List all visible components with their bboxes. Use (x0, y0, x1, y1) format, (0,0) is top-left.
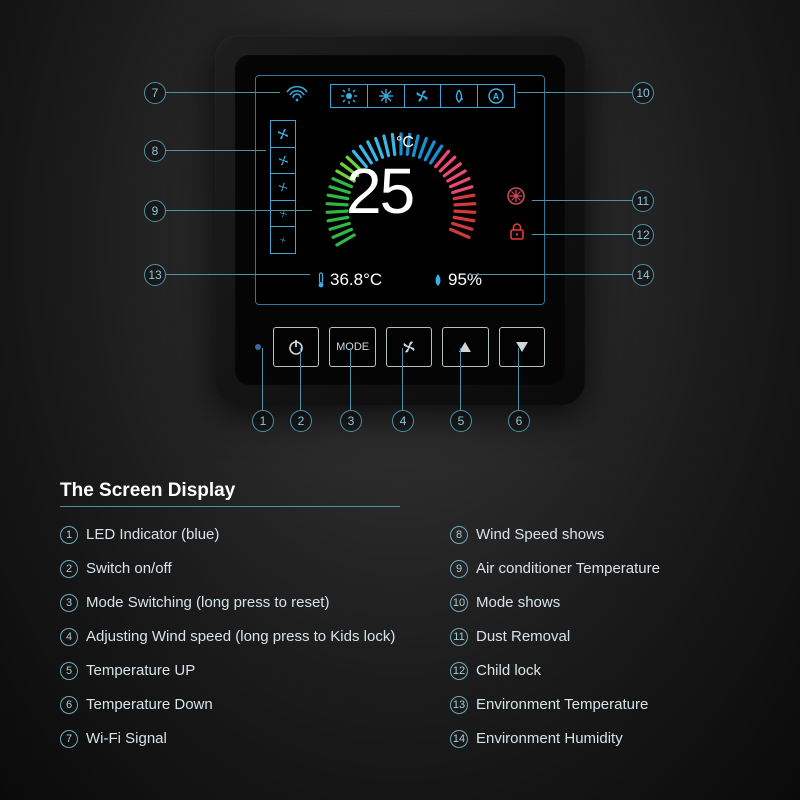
temperature-unit: °C (396, 134, 414, 152)
legend-text-5: Temperature UP (86, 654, 195, 688)
dust-removal-icon (506, 186, 526, 206)
callout-4: 4 (392, 410, 414, 432)
mode-dehumidify-icon (441, 85, 478, 107)
temp-down-button[interactable] (499, 327, 545, 367)
legend-item-4: 4 Adjusting Wind speed (long press to Ki… (60, 620, 395, 654)
legend-num-11: 11 (450, 628, 468, 646)
mode-button[interactable]: MODE (329, 327, 375, 367)
legend-item-11: 11 Dust Removal (450, 620, 660, 654)
env-hum-value: 95% (448, 270, 482, 290)
callout-8: 8 (144, 140, 166, 162)
callout-12: 12 (632, 224, 654, 246)
legend-num-8: 8 (450, 526, 468, 544)
legend-item-3: 3 Mode Switching (long press to reset) (60, 586, 395, 620)
legend-item-12: 12 Child lock (450, 654, 660, 688)
callout-7: 7 (144, 82, 166, 104)
legend-item-5: 5 Temperature UP (60, 654, 395, 688)
legend-num-13: 13 (450, 696, 468, 714)
legend-item-6: 6 Temperature Down (60, 688, 395, 722)
mode-snowflake-icon (368, 85, 405, 107)
main-temperature: 25 (346, 154, 413, 228)
wifi-icon (284, 82, 310, 102)
power-button[interactable] (273, 327, 319, 367)
legend-text-6: Temperature Down (86, 688, 213, 722)
legend-left-column: 1 LED Indicator (blue) 2 Switch on/off 3… (60, 518, 395, 756)
mode-sunny-icon (331, 85, 368, 107)
temp-up-button[interactable] (442, 327, 488, 367)
legend-item-9: 9 Air conditioner Temperature (450, 552, 660, 586)
callout-10: 10 (632, 82, 654, 104)
legend-text-8: Wind Speed shows (476, 518, 604, 552)
legend-num-12: 12 (450, 662, 468, 680)
wind-speed-2-icon (271, 201, 295, 228)
legend-text-10: Mode shows (476, 586, 560, 620)
callout-11: 11 (632, 190, 654, 212)
arrow-down-icon (514, 340, 530, 354)
wind-speed-3-icon (271, 174, 295, 201)
wind-speed-5-icon (271, 121, 295, 148)
callout-1: 1 (252, 410, 274, 432)
callout-2: 2 (290, 410, 312, 432)
legend-num-10: 10 (450, 594, 468, 612)
button-row: MODE (255, 325, 545, 369)
legend-item-10: 10 Mode shows (450, 586, 660, 620)
mode-button-label: MODE (336, 341, 369, 353)
legend-text-2: Switch on/off (86, 552, 172, 586)
callout-3: 3 (340, 410, 362, 432)
env-temp-value: 36.8°C (330, 270, 382, 290)
legend-num-6: 6 (60, 696, 78, 714)
legend-item-2: 2 Switch on/off (60, 552, 395, 586)
legend-underline (60, 506, 400, 507)
device-screen: A °C 25 36.8°C (255, 75, 545, 305)
environment-humidity: 95% (432, 270, 482, 290)
legend-right-column: 8 Wind Speed shows 9 Air conditioner Tem… (450, 518, 660, 756)
mode-fan-icon (405, 85, 442, 107)
legend-text-4: Adjusting Wind speed (long press to Kids… (86, 620, 395, 654)
callout-9: 9 (144, 200, 166, 222)
legend-text-14: Environment Humidity (476, 722, 623, 756)
thermometer-icon (316, 272, 326, 288)
child-lock-icon (508, 221, 526, 241)
droplet-icon (432, 273, 444, 287)
legend-text-7: Wi-Fi Signal (86, 722, 167, 756)
mode-row: A (330, 84, 515, 108)
led-indicator (255, 344, 261, 350)
legend-text-1: LED Indicator (blue) (86, 518, 219, 552)
callout-14: 14 (632, 264, 654, 286)
legend-num-2: 2 (60, 560, 78, 578)
legend-item-8: 8 Wind Speed shows (450, 518, 660, 552)
legend-num-9: 9 (450, 560, 468, 578)
legend-num-7: 7 (60, 730, 78, 748)
legend-text-9: Air conditioner Temperature (476, 552, 660, 586)
fan-button[interactable] (386, 327, 432, 367)
mode-auto-icon: A (478, 85, 514, 107)
legend-num-4: 4 (60, 628, 78, 646)
callout-13: 13 (144, 264, 166, 286)
legend-text-12: Child lock (476, 654, 541, 688)
legend-num-3: 3 (60, 594, 78, 612)
environment-temperature: 36.8°C (316, 270, 382, 290)
legend-item-13: 13 Environment Temperature (450, 688, 660, 722)
legend-text-11: Dust Removal (476, 620, 570, 654)
wind-speed-4-icon (271, 148, 295, 175)
legend-num-5: 5 (60, 662, 78, 680)
legend-item-1: 1 LED Indicator (blue) (60, 518, 395, 552)
thermostat-device: A °C 25 36.8°C (215, 35, 585, 405)
wind-speed-column (270, 120, 296, 254)
legend-num-1: 1 (60, 526, 78, 544)
power-icon (287, 338, 305, 356)
legend-num-14: 14 (450, 730, 468, 748)
legend-item-7: 7 Wi-Fi Signal (60, 722, 395, 756)
callout-6: 6 (508, 410, 530, 432)
callout-5: 5 (450, 410, 472, 432)
wind-speed-1-icon (271, 227, 295, 253)
legend-item-14: 14 Environment Humidity (450, 722, 660, 756)
legend-text-3: Mode Switching (long press to reset) (86, 586, 329, 620)
svg-text:A: A (493, 92, 500, 102)
legend-title: The Screen Display (60, 480, 235, 502)
legend-text-13: Environment Temperature (476, 688, 648, 722)
